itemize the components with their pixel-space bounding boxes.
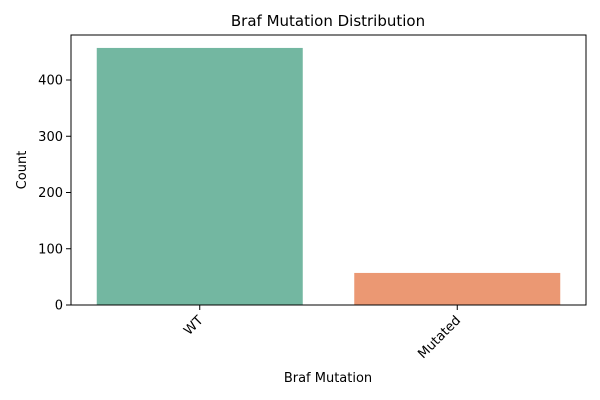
y-tick-label: 300 [38, 130, 63, 145]
y-tick-label: 400 [38, 74, 63, 89]
x-tick-label: WT [181, 313, 206, 338]
x-axis-ticks: WT Mutated [181, 305, 464, 362]
y-axis-ticks: 0 100 200 300 400 [38, 74, 71, 314]
bars-group [96, 47, 561, 305]
y-tick-label: 0 [55, 299, 63, 314]
x-tick-label: Mutated [415, 313, 464, 362]
y-axis-label: Count [15, 151, 30, 190]
plot-frame [70, 34, 587, 306]
bar-mutated [354, 272, 561, 305]
y-tick-label: 200 [38, 186, 63, 201]
x-axis-label: Braf Mutation [284, 371, 372, 386]
bar-wt [96, 47, 303, 305]
y-tick-label: 100 [38, 242, 63, 257]
chart-title: Braf Mutation Distribution [231, 12, 425, 30]
